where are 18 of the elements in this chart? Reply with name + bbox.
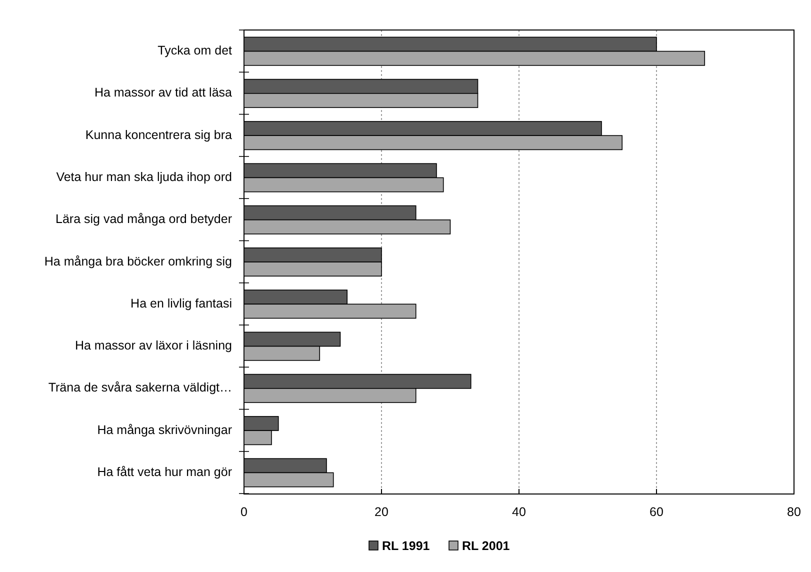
y-tick-label: Ha många skrivövningar	[97, 422, 232, 437]
x-tick-label: 40	[512, 505, 526, 519]
y-tick-label: Lära sig vad många ord betyder	[56, 212, 232, 226]
x-tick-label: 60	[650, 505, 664, 519]
y-tick-label: Ha massor av tid att läsa	[94, 86, 232, 100]
y-tick-label: Ha fått veta hur man gör	[97, 465, 232, 480]
legend-label: RL 1991	[382, 539, 430, 553]
y-tick-label: Tycka om det	[158, 44, 233, 58]
x-tick-label: 20	[374, 505, 388, 519]
y-tick-label: Kunna koncentrera sig bra	[85, 128, 232, 142]
y-tick-label: Ha massor av läxor i läsning	[74, 338, 232, 353]
y-tick-label: Ha en livlig fantasi	[130, 296, 232, 310]
x-tick-label: 80	[787, 505, 801, 519]
y-tick-label: Veta hur man ska ljuda ihop ord	[56, 170, 232, 184]
y-tick-label: Ha många bra böcker omkring sig	[44, 254, 232, 268]
y-tick-label: Träna de svåra sakerna väldigt…	[48, 380, 232, 395]
x-tick-label: 0	[240, 505, 248, 519]
legend-label: RL 2001	[462, 539, 510, 553]
